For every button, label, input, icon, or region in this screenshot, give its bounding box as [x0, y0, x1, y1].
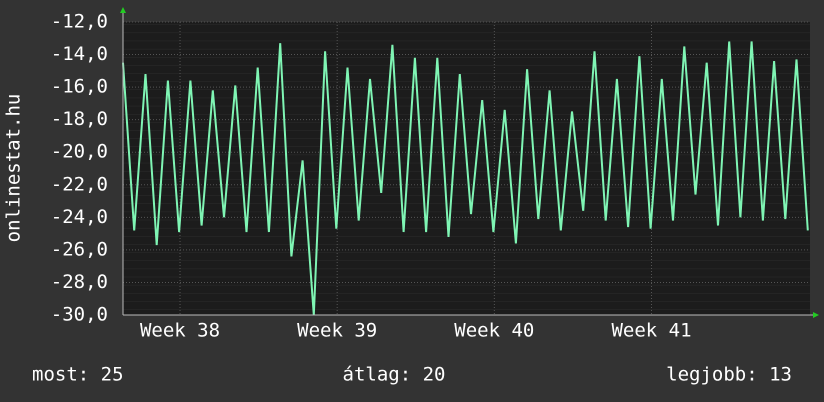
- y-tick-label: -20,0: [51, 141, 108, 163]
- y-tick-label: -26,0: [51, 238, 108, 260]
- x-tick-label: Week 38: [140, 320, 220, 342]
- footer-most: most: 25: [32, 364, 124, 386]
- footer-average: átlag: 20: [343, 364, 446, 386]
- x-arrow: [813, 312, 819, 318]
- y-tick-label: -18,0: [51, 108, 108, 130]
- data-line: [122, 41, 809, 316]
- marks: [122, 21, 810, 316]
- y-tick-label: -14,0: [51, 43, 108, 65]
- y-arrow: [120, 7, 126, 13]
- y-tick-label: -16,0: [51, 76, 108, 98]
- x-tick-label: Week 41: [611, 320, 691, 342]
- x-tick-label: Week 40: [454, 320, 534, 342]
- y-tick-label: -28,0: [51, 271, 108, 293]
- y-tick-label: -22,0: [51, 173, 108, 195]
- x-tick-label: Week 39: [297, 320, 377, 342]
- y-axis-title: onlinestat.hu: [3, 94, 25, 243]
- footer-best: legjobb: 13: [666, 364, 792, 386]
- y-tick-label: -30,0: [51, 304, 108, 326]
- y-tick-label: -24,0: [51, 206, 108, 228]
- y-tick-label: -12,0: [51, 11, 108, 33]
